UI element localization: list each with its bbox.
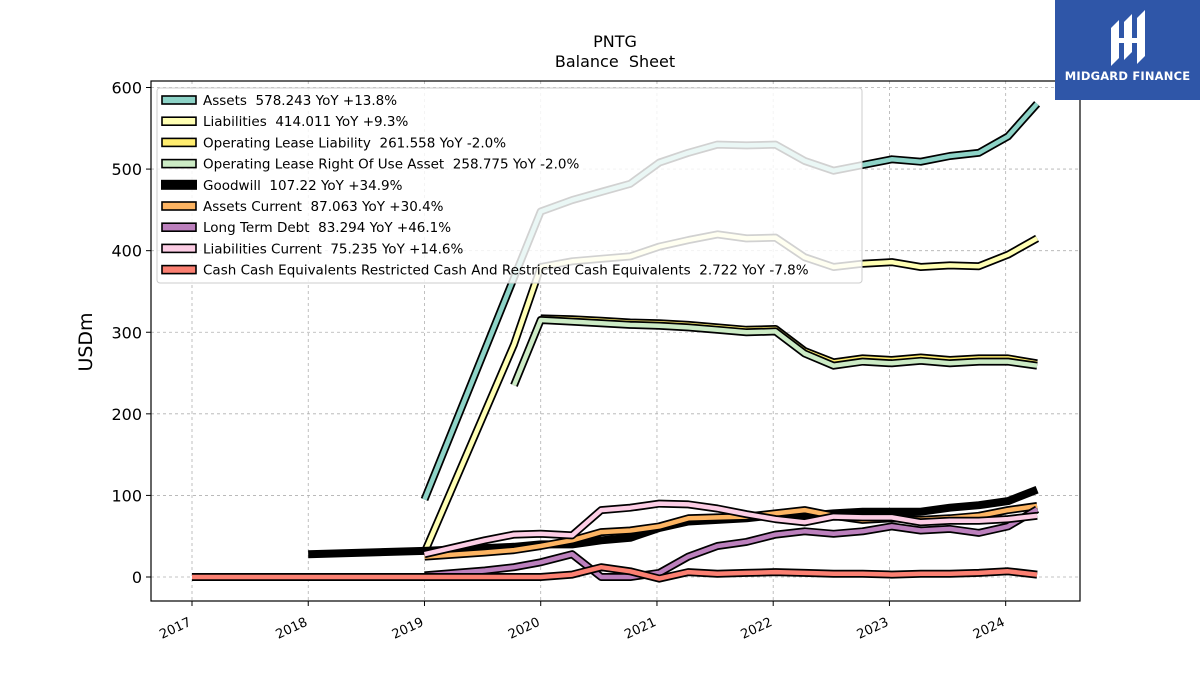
x-tick-label: 2019 — [390, 615, 426, 643]
chart-subtitle: Balance Sheet — [555, 52, 675, 71]
y-tick-label: 200 — [111, 405, 142, 424]
y-tick-label: 600 — [111, 79, 142, 98]
legend-label: Assets Current 87.063 YoY +30.4% — [203, 199, 444, 215]
x-tick-label: 2023 — [855, 615, 891, 643]
x-tick-label: 2018 — [274, 615, 310, 643]
series-line — [423, 501, 1038, 557]
series-8 — [423, 499, 1038, 559]
x-tick-label: 2024 — [971, 615, 1007, 643]
legend-swatch — [161, 158, 197, 169]
legend-swatch — [161, 116, 197, 126]
legend-label: Liabilities 414.011 YoY +9.3% — [203, 114, 408, 130]
series-line — [424, 507, 1039, 580]
chart-title: PNTG — [593, 32, 637, 51]
legend-label: Assets 578.243 YoY +13.8% — [203, 93, 397, 109]
legend: Assets 578.243 YoY +13.8% Liabilities 414… — [156, 87, 863, 284]
x-tick-label: 2020 — [506, 615, 542, 643]
legend-swatch — [161, 243, 197, 254]
legend-label: Goodwill 107.22 YoY +34.9% — [203, 178, 403, 194]
series-7 — [424, 505, 1040, 581]
x-tick-label: 2022 — [739, 615, 775, 643]
legend-label: Operating Lease Liability 261.558 YoY -2… — [203, 135, 506, 151]
legend-box — [156, 87, 863, 284]
series-9 — [192, 563, 1038, 583]
series-4 — [510, 316, 1038, 387]
y-tick-label: 100 — [111, 486, 142, 505]
y-tick-label: 0 — [132, 568, 142, 587]
legend-label: Cash Cash Equivalents Restricted Cash An… — [203, 263, 809, 279]
brand-logo: MIDGARD FINANCE — [1055, 0, 1200, 100]
legend-swatch — [161, 95, 197, 105]
y-axis-label: USDm — [75, 312, 97, 371]
y-tick-label: 300 — [111, 323, 142, 342]
x-tick-label: 2017 — [157, 615, 193, 643]
legend-swatch — [161, 222, 197, 232]
y-tick-label: 500 — [111, 160, 142, 179]
y-tick-label: 400 — [111, 242, 142, 261]
plot-frame — [150, 80, 1081, 602]
brand-mark-icon — [1111, 10, 1145, 66]
brand-name: MIDGARD FINANCE — [1064, 69, 1191, 83]
legend-swatch — [161, 137, 197, 148]
legend-label: Long Term Debt 83.294 YoY +46.1% — [203, 220, 451, 236]
x-tick-label: 2021 — [622, 615, 658, 643]
legend-swatch — [161, 264, 197, 275]
legend-swatch — [161, 179, 197, 190]
legend-swatch — [161, 201, 197, 211]
series-line — [192, 564, 1038, 581]
legend-label: Liabilities Current 75.235 YoY +14.6% — [203, 241, 463, 257]
series-line — [511, 317, 1038, 387]
legend-label: Operating Lease Right Of Use Asset 258.7… — [203, 157, 579, 173]
